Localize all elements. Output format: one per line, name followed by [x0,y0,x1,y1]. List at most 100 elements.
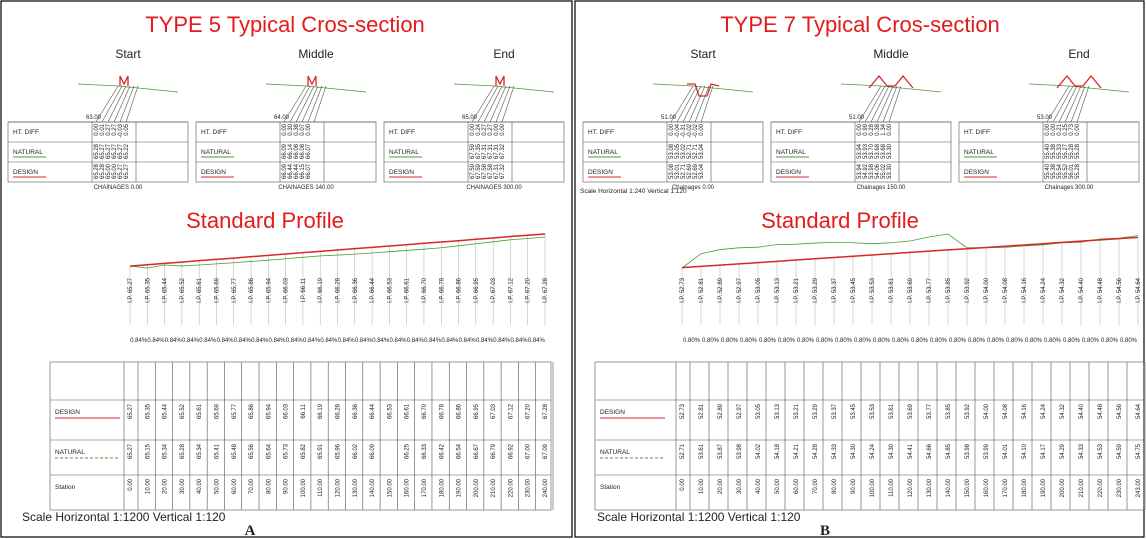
panel-border [0,0,573,538]
ip-label: I.P. 53.69 [908,277,914,303]
station: 130.00 [927,478,933,497]
section-value: 67.32 [500,143,506,159]
section-leader [1052,85,1074,123]
row-label: DESIGN [776,169,801,176]
design-value: 54.64 [1136,403,1142,419]
section-value: 54.06 [875,163,881,179]
natural-value: 54.17 [1041,443,1047,459]
section-leader [477,85,499,123]
section-value: 53.04 [699,143,705,159]
ip-label: I.P. 53.21 [794,277,800,303]
chainage: CHAINAGES 140.00 [278,185,334,191]
section-value: 66.09 [282,143,288,159]
ip-label: I.P. 53.13 [775,277,781,303]
section-label: Middle [873,47,909,61]
section-label: Start [115,47,141,61]
section-value: 66.44 [294,163,300,179]
row-label: HT. DIFF [776,129,802,136]
design-profile [129,233,546,267]
section-value: 55.27 [1063,143,1069,159]
natural-value: 67.00 [526,443,532,459]
natural-ground [1028,83,1130,93]
section-leader [1070,85,1086,123]
section-value: 66.08 [300,143,306,159]
section-value: 65.27 [106,143,112,159]
section-value: 66.14 [288,143,294,159]
station: 20.00 [718,478,724,494]
section-value: 52.69 [693,163,699,179]
station: 150.00 [387,478,393,497]
section-value: 0.27 [482,123,488,135]
section-value: 53.02 [681,143,687,159]
natural-value: 65.96 [336,443,342,459]
natural-value: 54.30 [889,443,895,459]
row-label: DESIGN [389,169,414,176]
design-value: 66.95 [474,403,480,419]
panel-letter: B [820,523,830,539]
section-leader [864,85,886,123]
datum: 63.00 [86,115,102,121]
design-value: 67.03 [491,403,497,419]
section-value: 55.28 [1075,143,1081,159]
section-leader [495,85,511,123]
ip-label: I.P. 65.27 [128,277,134,303]
natural-value: 65.41 [214,443,220,459]
section-value: -0.02 [687,123,693,137]
section-value: 0.25 [1063,123,1069,135]
ip-label: I.P. 54.24 [1041,277,1047,303]
ip-label: I.P. 54.08 [1003,277,1009,303]
natural-value: 65.64 [266,443,272,459]
profile-table [49,361,552,511]
grade: 0.80% [759,338,777,344]
row-label: DESIGN [13,169,38,176]
ip-label: I.P. 52.89 [718,277,724,303]
grade: 0.84% [199,338,217,344]
section-value: 66.07 [306,163,312,179]
design-value: 53.53 [870,403,876,419]
section-leader [101,85,123,123]
section-value: 65.27 [112,143,118,159]
design-value: 66.36 [353,403,359,419]
natural-value: 65.34 [197,443,203,459]
section-value: 53.68 [875,143,881,159]
ip-label: I.P. 54.56 [1117,277,1123,303]
design-value: 53.29 [813,403,819,419]
station: 90.00 [851,478,857,494]
grade: 0.84% [165,338,183,344]
section-value: 0.00 [282,123,288,135]
natural-value: 53.98 [965,443,971,459]
row-label: Station [55,484,76,491]
cross-section-title: TYPE 7 Typical Cros-section [720,12,1000,37]
design-value: 53.05 [756,403,762,419]
section-value: 52.71 [681,163,687,179]
design-value: 66.53 [387,403,393,419]
section-value: 0.28 [869,123,875,135]
section-leader [307,85,323,123]
chainage: Chainages 300.00 [1045,185,1094,191]
design-value: 52.97 [737,403,743,419]
station: 70.00 [249,478,255,494]
ip-label: I.P. 65.35 [145,277,151,303]
datum: 51.00 [849,115,865,121]
section-leader [313,85,327,123]
ip-label: I.P. 54.40 [1079,277,1085,303]
section-value: 0.00 [470,123,476,135]
section-leader [489,85,507,123]
datum: 65.00 [462,115,478,121]
station: 220.00 [1098,478,1104,497]
section-value: 55.40 [1045,163,1051,179]
design-value: 54.00 [984,403,990,419]
ip-label: I.P. 53.29 [813,277,819,303]
station: 130.00 [353,478,359,497]
section-value: 67.35 [476,143,482,159]
grade: 0.80% [1025,338,1043,344]
section-value: 67.59 [476,163,482,179]
natural-value: 66.09 [370,443,376,459]
section-leader [95,85,119,123]
design-value: 53.77 [927,403,933,419]
design-value: 65.77 [232,403,238,419]
section-value: 0.30 [288,123,294,135]
natural-value: 54.24 [870,443,876,459]
grade: 0.84% [372,338,390,344]
row-label: NATURAL [13,149,43,156]
